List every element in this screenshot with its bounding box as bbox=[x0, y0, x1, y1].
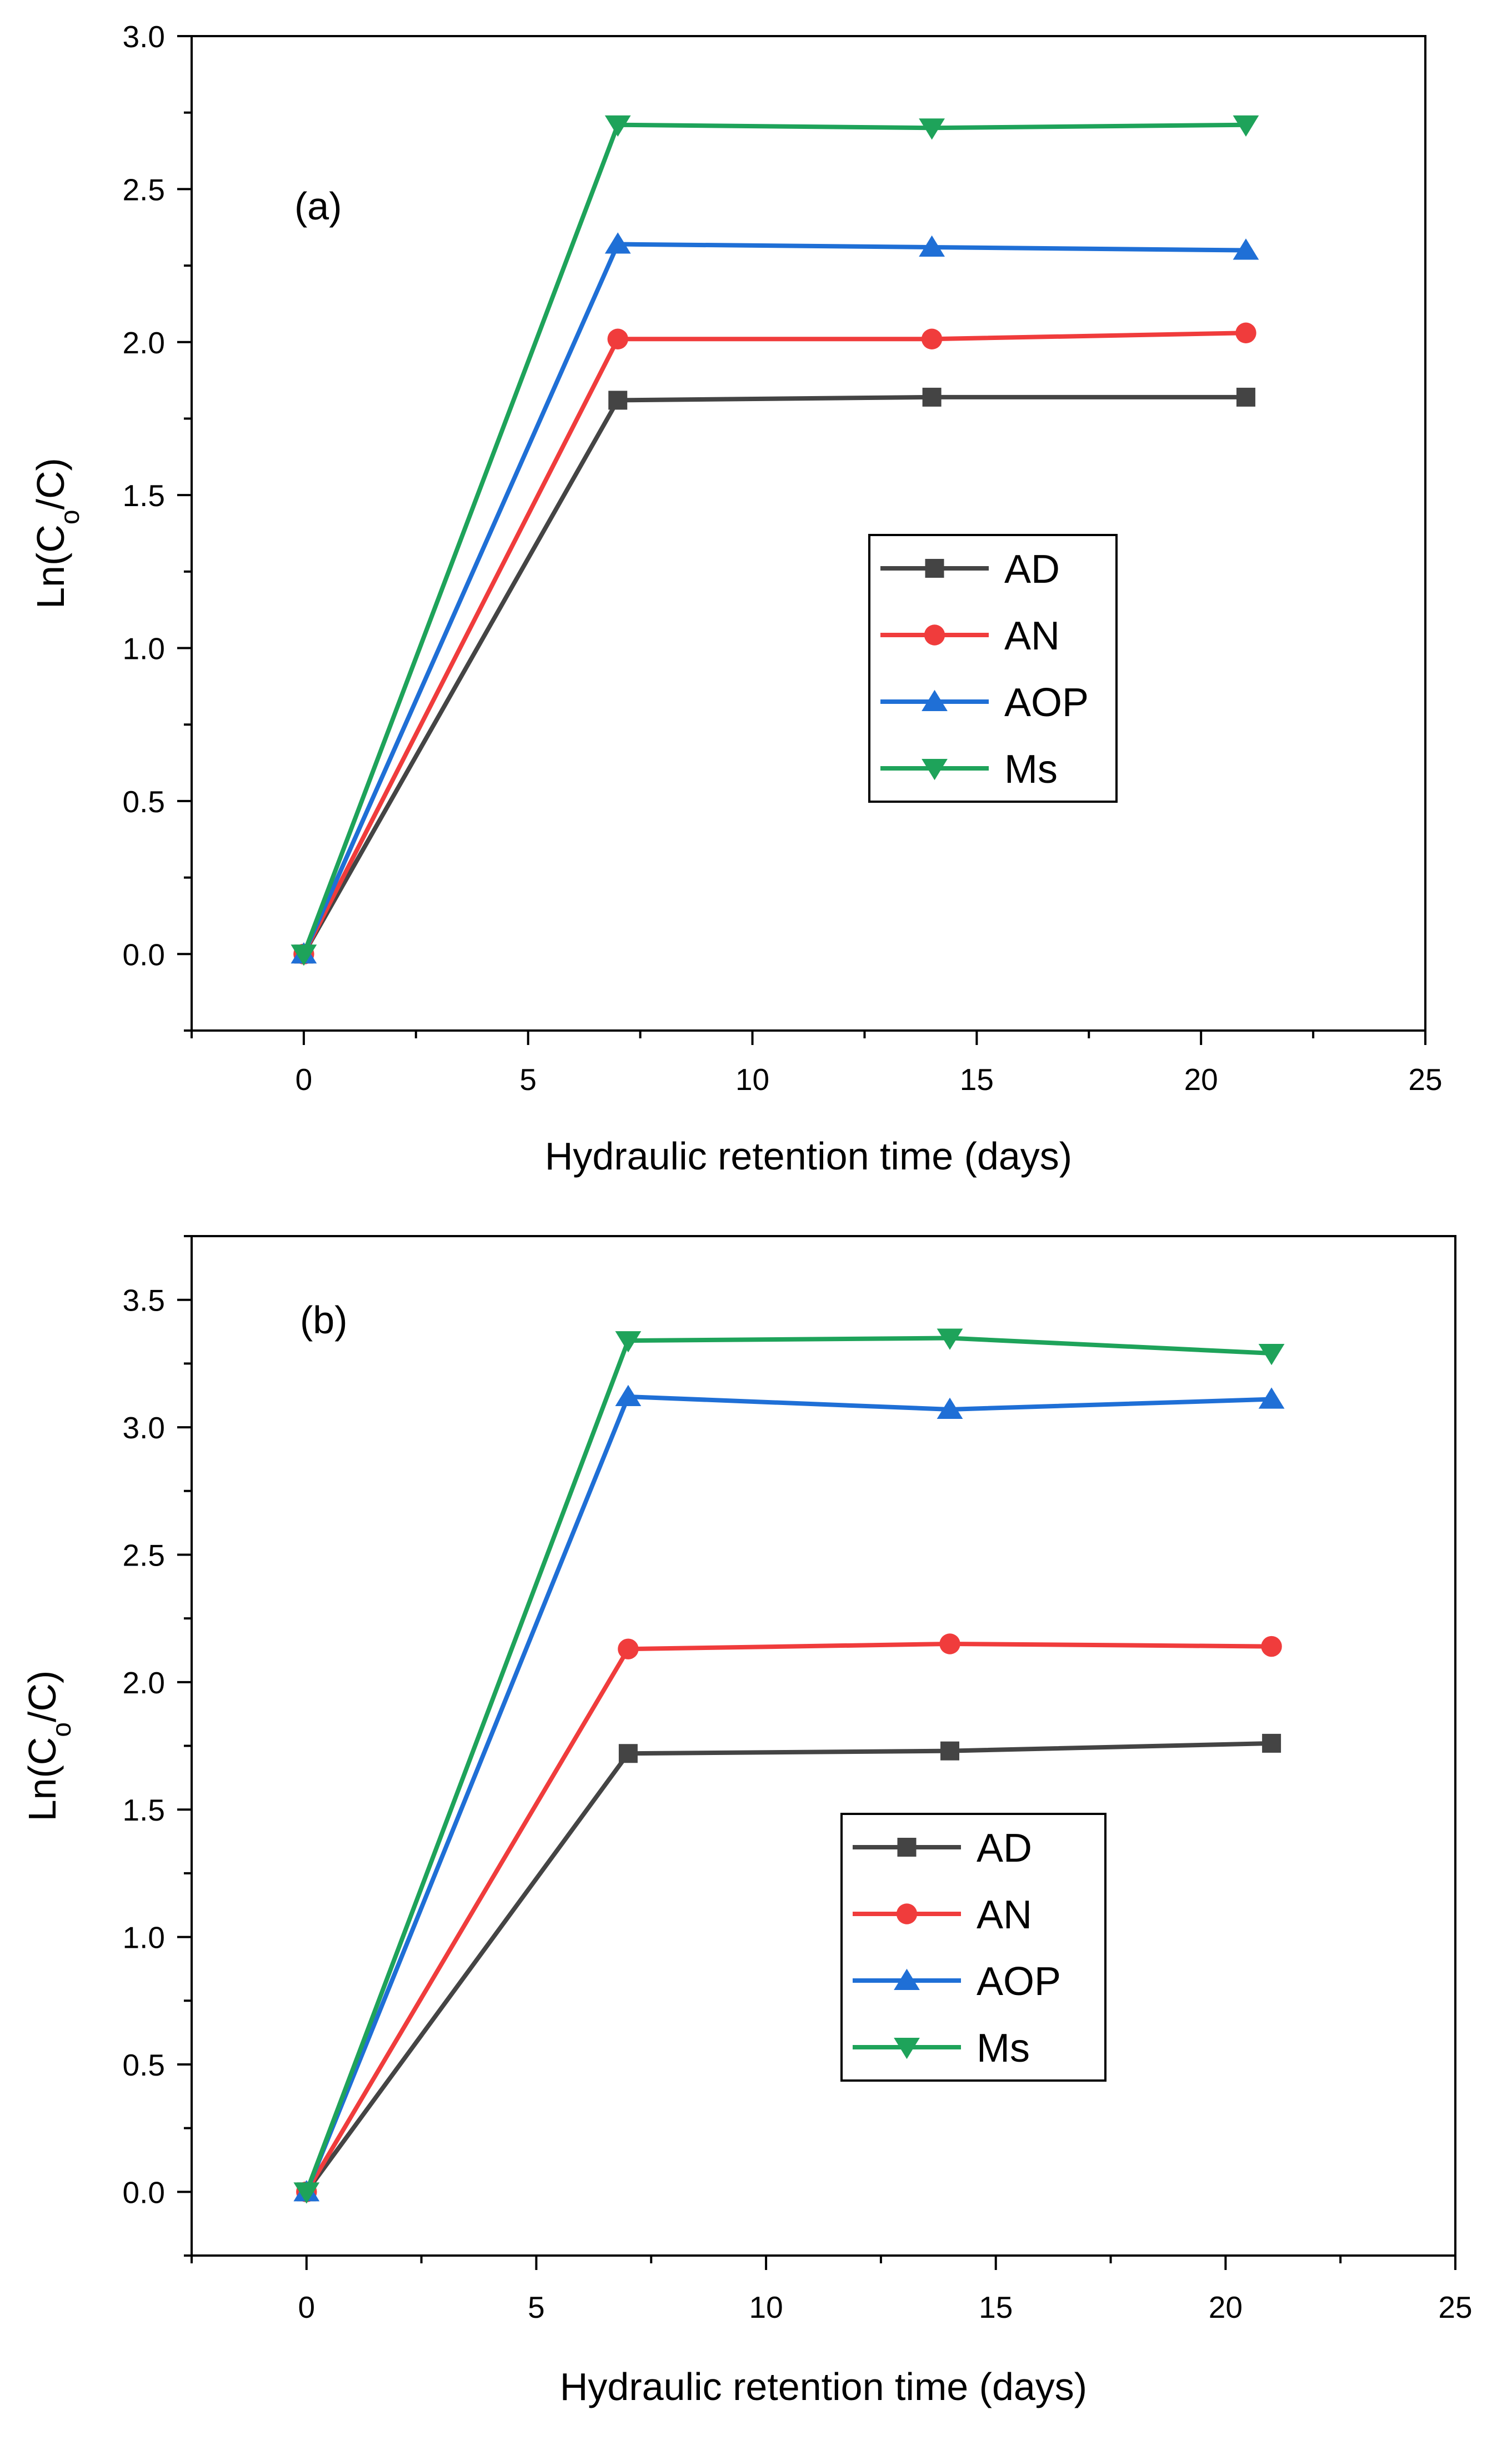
legend-label-ad: AD bbox=[1004, 547, 1060, 592]
data-point-ad bbox=[1236, 387, 1255, 407]
legend-marker-an bbox=[924, 624, 945, 646]
x-tick-label: 0 bbox=[298, 2290, 316, 2324]
legend-marker-ms bbox=[894, 2038, 920, 2059]
series-line-ad bbox=[302, 394, 1246, 956]
x-tick-label: 10 bbox=[749, 2290, 783, 2324]
y-tick-label: 2.0 bbox=[123, 326, 165, 360]
data-point-ms bbox=[937, 1328, 963, 1350]
legend-marker-ms bbox=[922, 759, 948, 781]
y-tick-label: 3.0 bbox=[123, 1411, 165, 1445]
legend-label-ms: Ms bbox=[1004, 747, 1058, 792]
data-point-aop bbox=[937, 1397, 963, 1419]
data-point-ms bbox=[1258, 1344, 1285, 1366]
series-line-an bbox=[304, 1642, 1272, 2193]
legend-box bbox=[868, 534, 1118, 803]
legend-marker-aop bbox=[894, 1968, 920, 1990]
data-point-ms bbox=[293, 2182, 320, 2204]
legend-label-ms: Ms bbox=[977, 2026, 1030, 2071]
legend-marker-ad bbox=[897, 1838, 917, 1857]
legend-marker-aop bbox=[922, 689, 948, 711]
series-line-aop bbox=[302, 242, 1246, 955]
series-line-aop bbox=[304, 1394, 1272, 2193]
plot-frame bbox=[191, 35, 1426, 1032]
y-tick-label: 3.5 bbox=[123, 1283, 165, 1318]
y-tick-label: 1.0 bbox=[123, 1921, 165, 1955]
x-tick-label: 15 bbox=[960, 1062, 994, 1097]
y-tick-label: 0.5 bbox=[123, 784, 165, 819]
series-line-ms bbox=[302, 122, 1246, 955]
x-axis-title: Hydraulic retention time (days) bbox=[545, 1134, 1072, 1178]
y-tick-label: 1.5 bbox=[123, 478, 165, 513]
legend-box bbox=[840, 1813, 1107, 2082]
panel-label: (b) bbox=[300, 1298, 348, 1342]
data-point-ad bbox=[940, 1741, 959, 1761]
data-point-an bbox=[1235, 322, 1256, 343]
legend: AD AN AOP Ms bbox=[840, 1813, 1107, 2082]
data-point-aop bbox=[604, 232, 631, 254]
chart-panel-b: 0 5 10 15 20 25 0.0 0.5 1.0 1.5 2.0 2.5 3.0 3.5 Hydrau… bbox=[21, 1235, 1473, 2408]
chart-panel-a: 0 5 10 15 20 25 0.0 0.5 1.0 1.5 2.0 2.5 3.0 Hydraulic… bbox=[29, 19, 1443, 1178]
panel-label: (a) bbox=[294, 184, 342, 228]
y-tick-label: 3.0 bbox=[123, 19, 165, 54]
y-tick-label: 0.5 bbox=[123, 2048, 165, 2082]
legend-marker-an bbox=[896, 1903, 918, 1924]
data-point-ms bbox=[919, 118, 945, 140]
y-axis-title: Ln(Co/C) bbox=[21, 1671, 77, 1822]
data-point-aop bbox=[615, 1384, 642, 1407]
y-tick-label: 2.5 bbox=[123, 1538, 165, 1572]
legend-label-an: AN bbox=[977, 1893, 1032, 1937]
data-point-aop bbox=[919, 235, 945, 257]
x-tick-label: 20 bbox=[1184, 1062, 1218, 1097]
x-tick-label: 25 bbox=[1438, 2290, 1472, 2324]
legend-label-ad: AD bbox=[977, 1826, 1032, 1871]
data-point-aop bbox=[1233, 238, 1259, 260]
y-tick-label: 2.5 bbox=[123, 172, 165, 207]
x-tick-label: 5 bbox=[528, 2290, 545, 2324]
y-tick-label: 0.0 bbox=[123, 2175, 165, 2209]
x-tick-label: 5 bbox=[519, 1062, 537, 1097]
x-tick-label: 15 bbox=[979, 2290, 1013, 2324]
y-tick-label: 2.0 bbox=[123, 1666, 165, 1700]
x-axis-title: Hydraulic retention time (days) bbox=[560, 2365, 1087, 2408]
data-point-ms bbox=[1233, 115, 1259, 137]
data-point-ms bbox=[615, 1331, 642, 1353]
y-axis-title: Ln(Co/C) bbox=[29, 458, 85, 609]
legend-label-an: AN bbox=[1004, 614, 1060, 658]
data-point-an bbox=[618, 1638, 639, 1659]
x-tick-label: 0 bbox=[296, 1062, 313, 1097]
data-point-an bbox=[607, 328, 628, 349]
data-point-ad bbox=[618, 1744, 638, 1763]
data-point-ad bbox=[1262, 1733, 1281, 1753]
legend-label-aop: AOP bbox=[1004, 681, 1089, 725]
x-tick-label: 10 bbox=[735, 1062, 769, 1097]
data-point-aop bbox=[1258, 1387, 1285, 1409]
series-line-ms bbox=[304, 1336, 1272, 2193]
y-tick-label: 1.5 bbox=[123, 1793, 165, 1827]
series-line-an bbox=[302, 331, 1246, 956]
legend-marker-ad bbox=[925, 559, 944, 578]
data-point-ms bbox=[291, 944, 317, 966]
data-point-ad bbox=[922, 387, 942, 407]
data-point-ms bbox=[604, 115, 631, 137]
data-point-ad bbox=[608, 391, 628, 410]
legend-label-aop: AOP bbox=[977, 1959, 1061, 2004]
data-point-an bbox=[921, 328, 943, 349]
series-line-ad bbox=[304, 1741, 1272, 2193]
data-point-an bbox=[1261, 1636, 1282, 1657]
y-tick-label: 1.0 bbox=[123, 632, 165, 666]
x-tick-label: 25 bbox=[1408, 1062, 1442, 1097]
x-tick-label: 20 bbox=[1209, 2290, 1243, 2324]
data-point-an bbox=[939, 1633, 960, 1654]
legend: AD AN AOP Ms bbox=[868, 534, 1118, 803]
y-tick-label: 0.0 bbox=[123, 937, 165, 972]
